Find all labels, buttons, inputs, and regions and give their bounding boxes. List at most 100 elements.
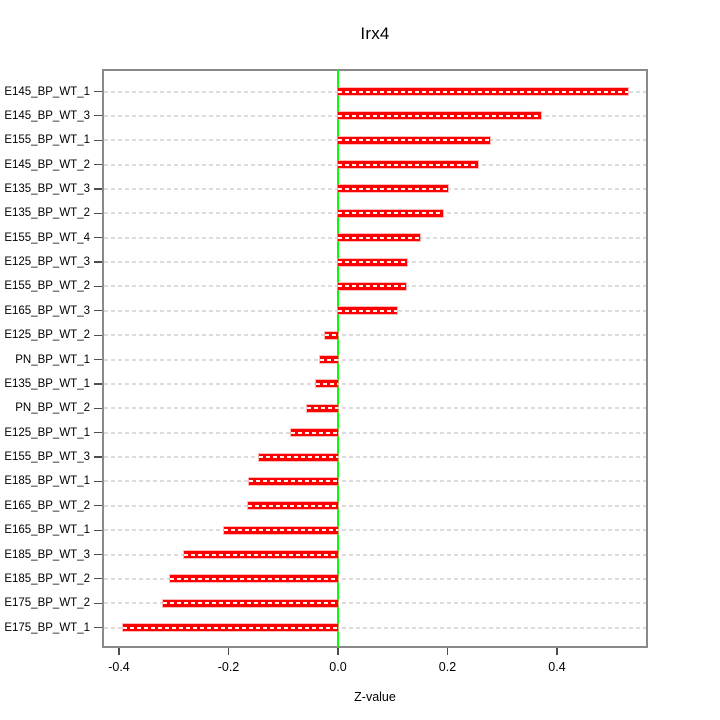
y-axis-label: PN_BP_WT_2 <box>15 402 90 415</box>
bar-dash-pattern <box>247 504 338 507</box>
y-axis-label: E165_BP_WT_2 <box>4 499 90 512</box>
x-axis-tick-label: -0.4 <box>108 660 130 674</box>
y-axis-label: E135_BP_WT_3 <box>4 182 90 195</box>
bar <box>338 307 398 315</box>
y-axis-tick <box>94 310 102 312</box>
x-axis-tick <box>556 648 558 655</box>
bar-dash-pattern <box>338 187 449 190</box>
x-axis-tick-label: 0.4 <box>548 660 566 674</box>
y-axis-label: E125_BP_WT_3 <box>4 256 90 269</box>
y-axis-tick <box>94 188 102 190</box>
bar <box>338 234 421 242</box>
bar-dash-pattern <box>291 431 338 434</box>
bar <box>122 624 338 632</box>
bar <box>320 356 338 364</box>
grid-line <box>104 577 646 580</box>
bar <box>338 282 406 290</box>
y-axis-label: E135_BP_WT_2 <box>4 207 90 220</box>
y-axis-label: E155_BP_WT_3 <box>4 451 90 464</box>
y-axis-tick <box>94 407 102 409</box>
bar-dash-pattern <box>259 456 338 459</box>
bar-dash-pattern <box>338 90 629 93</box>
grid-line <box>104 504 646 507</box>
y-axis-tick <box>94 358 102 361</box>
x-axis-tick-label: 0.0 <box>329 660 347 674</box>
x-axis-tick <box>118 648 120 655</box>
y-axis-tick <box>94 480 102 482</box>
x-axis-tick-label: 0.2 <box>438 660 457 674</box>
bar-dash-pattern <box>122 626 338 629</box>
grid-line <box>104 358 646 361</box>
bar-dash-pattern <box>338 163 479 166</box>
bar <box>316 380 338 388</box>
bar <box>338 161 479 169</box>
bar-dash-pattern <box>338 309 398 312</box>
y-axis-tick <box>94 139 102 141</box>
y-axis-tick <box>94 529 102 531</box>
y-axis-label: E125_BP_WT_2 <box>4 329 90 342</box>
bar <box>247 502 338 510</box>
bar <box>324 331 338 339</box>
y-axis-tick <box>94 237 102 239</box>
bar-dash-pattern <box>338 114 541 117</box>
bar-dash-pattern <box>169 577 338 580</box>
grid-line <box>104 456 646 459</box>
y-axis-label: PN_BP_WT_1 <box>15 353 90 366</box>
y-axis-tick <box>94 285 102 288</box>
grid-line <box>104 553 646 556</box>
bar-dash-pattern <box>316 382 338 385</box>
bar-dash-pattern <box>184 553 338 556</box>
grid-line <box>104 626 646 629</box>
bar-dash-pattern <box>338 261 407 264</box>
y-axis-label: E145_BP_WT_2 <box>4 158 90 171</box>
y-axis-label: E165_BP_WT_3 <box>4 304 90 317</box>
bar <box>163 599 338 607</box>
bar <box>184 551 338 559</box>
y-axis-label: E125_BP_WT_1 <box>4 426 90 439</box>
y-axis-label: E175_BP_WT_2 <box>4 597 90 610</box>
bar <box>338 112 541 120</box>
y-axis-tick <box>94 627 102 629</box>
y-axis-tick <box>94 261 102 263</box>
grid-line <box>104 382 646 385</box>
grid-line <box>104 529 646 532</box>
grid-line <box>104 480 646 483</box>
y-axis-label: E185_BP_WT_1 <box>4 475 90 488</box>
y-axis-label: E155_BP_WT_2 <box>4 280 90 293</box>
y-axis-label: E175_BP_WT_1 <box>4 621 90 634</box>
zero-value-line <box>337 70 339 647</box>
y-axis-tick <box>94 383 102 385</box>
x-axis-tick <box>337 648 339 655</box>
y-axis-label: E145_BP_WT_3 <box>4 109 90 122</box>
bar-dash-pattern <box>320 358 338 361</box>
y-axis-tick <box>94 602 102 604</box>
y-axis-tick <box>94 115 102 117</box>
bar-dash-pattern <box>163 602 338 605</box>
y-axis-label: E185_BP_WT_3 <box>4 548 90 561</box>
y-axis-tick <box>94 553 102 556</box>
bar <box>338 258 407 266</box>
bar <box>169 575 338 583</box>
y-axis-tick <box>94 432 102 434</box>
y-axis-label: E145_BP_WT_1 <box>4 85 90 98</box>
bar <box>224 526 338 534</box>
bar-dash-pattern <box>338 139 490 142</box>
bar-dash-pattern <box>224 529 338 532</box>
y-axis-tick <box>94 505 102 507</box>
bar <box>338 136 490 144</box>
grid-line <box>104 431 646 434</box>
y-axis-tick <box>94 456 102 458</box>
x-axis-label: Z-value <box>354 690 396 704</box>
y-axis-label: E155_BP_WT_4 <box>4 231 90 244</box>
y-axis-label: E185_BP_WT_2 <box>4 572 90 585</box>
grid-line <box>104 602 646 605</box>
y-axis-tick <box>94 164 102 166</box>
y-axis-label: E155_BP_WT_1 <box>4 134 90 147</box>
x-axis-tick-label: -0.2 <box>217 660 240 674</box>
grid-line <box>104 407 646 410</box>
bar-dash-pattern <box>338 212 443 215</box>
bar-dash-pattern <box>338 236 421 239</box>
y-axis-tick <box>94 578 102 580</box>
bar-dash-pattern <box>324 334 338 337</box>
x-axis-tick <box>446 648 449 655</box>
